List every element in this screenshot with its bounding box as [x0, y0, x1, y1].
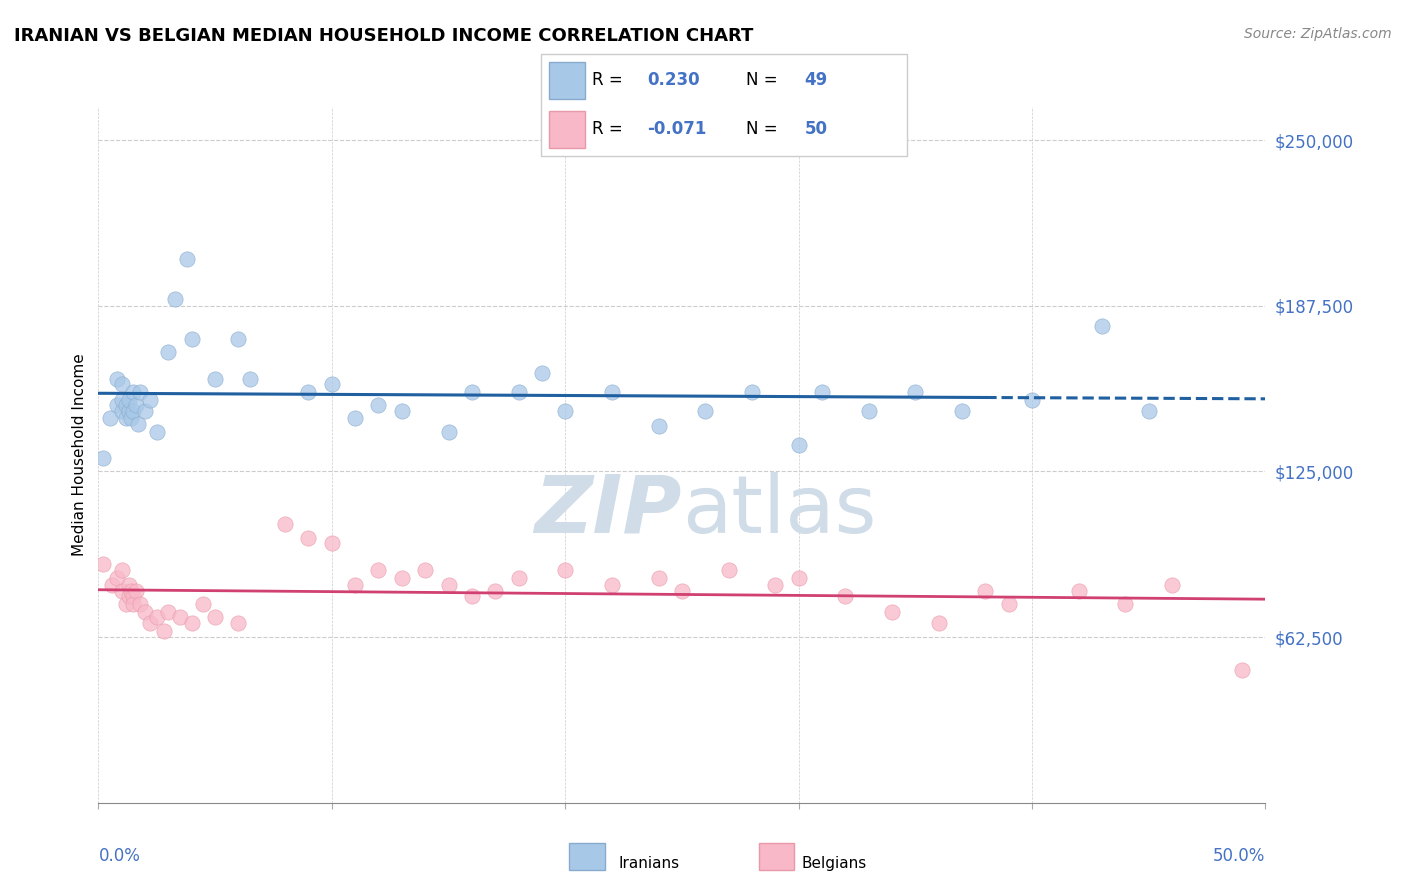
Text: Belgians: Belgians [801, 856, 866, 871]
Text: 50.0%: 50.0% [1213, 847, 1265, 865]
Text: N =: N = [747, 71, 783, 89]
FancyBboxPatch shape [548, 62, 585, 99]
Text: ZIP: ZIP [534, 472, 682, 549]
Text: -0.071: -0.071 [647, 120, 707, 138]
Text: R =: R = [592, 71, 628, 89]
Text: Iranians: Iranians [619, 856, 679, 871]
Text: N =: N = [747, 120, 783, 138]
Text: IRANIAN VS BELGIAN MEDIAN HOUSEHOLD INCOME CORRELATION CHART: IRANIAN VS BELGIAN MEDIAN HOUSEHOLD INCO… [14, 27, 754, 45]
Text: atlas: atlas [682, 472, 876, 549]
FancyBboxPatch shape [548, 111, 585, 148]
Text: 49: 49 [804, 71, 828, 89]
FancyBboxPatch shape [541, 54, 907, 156]
Text: Source: ZipAtlas.com: Source: ZipAtlas.com [1244, 27, 1392, 41]
Text: R =: R = [592, 120, 628, 138]
Text: 50: 50 [804, 120, 828, 138]
Text: 0.0%: 0.0% [98, 847, 141, 865]
Text: 0.230: 0.230 [647, 71, 700, 89]
Y-axis label: Median Household Income: Median Household Income [72, 353, 87, 557]
